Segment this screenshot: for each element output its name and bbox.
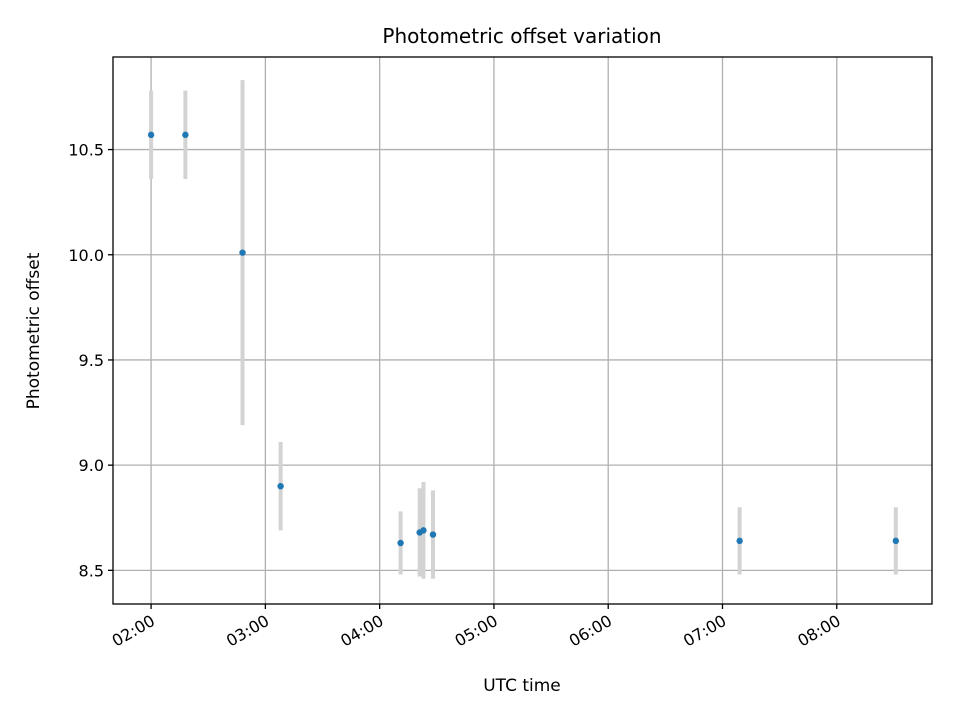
x-axis: 02:00 03:00 04:00 05:00 06:00 07:00 08:00	[109, 604, 844, 651]
y-tick-label: 10.0	[68, 246, 104, 265]
data-point	[147, 131, 155, 139]
data-points	[147, 131, 900, 547]
chart-title: Photometric offset variation	[382, 24, 661, 48]
error-bars	[149, 80, 898, 579]
plot-frame	[112, 56, 933, 605]
x-tick-label: 06:00	[566, 611, 615, 651]
x-tick-label: 04:00	[337, 611, 386, 651]
data-point	[420, 527, 427, 534]
data-point	[736, 537, 743, 545]
data-point	[239, 249, 246, 256]
x-tick-label: 03:00	[223, 611, 272, 651]
y-tick-label: 9.5	[79, 351, 104, 370]
y-axis: 8.5 9.0 9.5 10.0 10.5	[68, 141, 113, 580]
x-tick-label: 08:00	[794, 611, 843, 651]
x-tick-label: 02:00	[109, 611, 158, 651]
data-point	[277, 482, 284, 490]
x-tick-label: 07:00	[680, 611, 729, 651]
data-point	[397, 539, 404, 547]
y-tick-label: 10.5	[68, 141, 104, 160]
data-point	[182, 131, 189, 139]
y-tick-label: 8.5	[79, 561, 104, 580]
y-axis-title: Photometric offset	[24, 252, 44, 409]
x-axis-title: UTC time	[483, 676, 561, 696]
data-point	[429, 531, 437, 538]
grid	[113, 57, 932, 604]
x-tick-label: 05:00	[451, 611, 500, 651]
data-point	[892, 537, 900, 545]
y-tick-label: 9.0	[79, 456, 104, 475]
